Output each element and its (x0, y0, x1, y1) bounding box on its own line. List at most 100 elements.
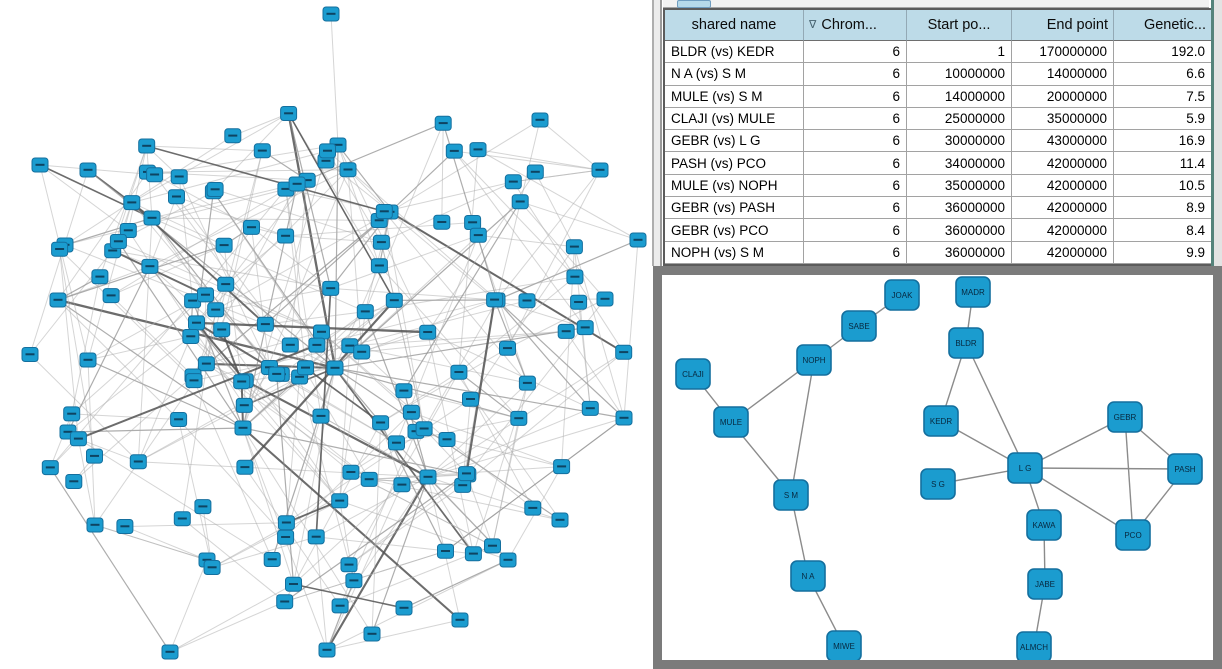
network-node[interactable] (184, 293, 202, 309)
table-cell[interactable]: 42000000 (1012, 219, 1114, 242)
network-edge-NOPH-SM[interactable] (790, 359, 815, 496)
network-node[interactable] (280, 106, 298, 121)
network-node[interactable] (170, 412, 188, 427)
network-node[interactable] (469, 142, 487, 158)
network-node[interactable] (203, 560, 221, 575)
network-node[interactable] (194, 499, 212, 515)
network-node-KEDR[interactable]: KEDR (923, 405, 959, 437)
network-node-MIWE[interactable]: MIWE (826, 630, 862, 660)
column-header-end-point[interactable]: End point (1012, 10, 1114, 41)
scrollbar-thumb[interactable] (677, 0, 711, 8)
network-node[interactable] (69, 431, 87, 447)
network-node[interactable] (415, 421, 433, 437)
network-node[interactable] (511, 194, 529, 210)
network-node[interactable] (504, 174, 522, 190)
network-node[interactable] (21, 347, 39, 362)
network-node-GEBR[interactable]: GEBR (1107, 401, 1143, 433)
network-edge-BLDR-LG[interactable] (965, 342, 1026, 469)
network-node[interactable] (182, 329, 200, 344)
table-cell[interactable]: MULE (vs) S M (665, 85, 804, 108)
network-node[interactable] (419, 324, 437, 340)
network-node[interactable] (268, 366, 286, 382)
network-node[interactable] (161, 644, 179, 660)
network-node[interactable] (206, 182, 224, 197)
table-cell[interactable]: 6 (804, 152, 907, 175)
network-node-SABE[interactable]: SABE (841, 310, 877, 342)
network-node[interactable] (385, 292, 403, 308)
table-cell[interactable]: MULE (vs) NOPH (665, 174, 804, 198)
network-node[interactable] (464, 215, 482, 230)
network-node[interactable] (326, 360, 344, 376)
network-node[interactable] (331, 598, 349, 614)
network-node[interactable] (458, 466, 475, 482)
table-cell[interactable]: 35000000 (907, 174, 1012, 198)
column-header-chrom-[interactable]: ∇ Chrom... (804, 10, 907, 41)
table-cell[interactable]: 42000000 (1012, 152, 1114, 175)
network-node[interactable] (388, 435, 405, 451)
network-node[interactable] (285, 576, 302, 592)
table-cell[interactable]: 5.9 (1114, 107, 1211, 131)
network-node[interactable] (116, 519, 134, 534)
network-node-PASH[interactable]: PASH (1167, 453, 1203, 485)
table-cell[interactable]: 6 (804, 63, 907, 86)
network-node[interactable] (526, 164, 544, 180)
main-network-view[interactable] (0, 0, 655, 669)
table-cell[interactable]: 6 (804, 41, 907, 64)
network-node[interactable] (340, 557, 358, 573)
network-node[interactable] (168, 189, 185, 205)
network-node[interactable] (462, 391, 479, 407)
network-node[interactable] (393, 477, 411, 493)
table-cell[interactable]: GEBR (vs) L G (665, 130, 804, 153)
column-header-genetic-[interactable]: Genetic... (1114, 10, 1211, 41)
network-node[interactable] (235, 397, 253, 413)
table-cell[interactable]: 11.4 (1114, 152, 1211, 175)
table-cell[interactable]: 6 (804, 107, 907, 131)
network-node[interactable] (129, 454, 147, 470)
table-cell[interactable]: GEBR (vs) PASH (665, 197, 804, 220)
column-header-shared-name[interactable]: shared name (665, 10, 804, 41)
network-node[interactable] (486, 292, 504, 308)
network-node-MADR[interactable]: MADR (955, 276, 991, 308)
network-node[interactable] (518, 375, 536, 391)
network-node-KAWA[interactable]: KAWA (1026, 509, 1062, 541)
network-node[interactable] (109, 234, 127, 249)
network-node[interactable] (484, 538, 501, 554)
table-cell[interactable]: 16.9 (1114, 130, 1211, 153)
network-node[interactable] (86, 448, 103, 464)
table-cell[interactable]: 35000000 (1012, 107, 1114, 131)
network-node[interactable] (419, 469, 437, 485)
network-node[interactable] (566, 269, 584, 285)
network-node[interactable] (339, 162, 357, 178)
network-node[interactable] (510, 410, 528, 426)
network-node[interactable] (102, 288, 120, 304)
network-node-NOPH[interactable]: NOPH (796, 344, 832, 376)
network-node[interactable] (565, 239, 583, 255)
network-node[interactable] (308, 337, 326, 353)
network-node[interactable] (170, 169, 188, 185)
network-node-BLDR[interactable]: BLDR (948, 327, 984, 359)
table-cell[interactable]: 20000000 (1012, 85, 1114, 108)
network-node[interactable] (518, 293, 536, 309)
network-node-SM[interactable]: S M (773, 479, 809, 511)
network-node[interactable] (531, 112, 549, 128)
network-node[interactable] (629, 232, 647, 248)
network-node-PCO[interactable]: PCO (1115, 519, 1151, 551)
network-node[interactable] (370, 258, 388, 274)
network-node[interactable] (372, 234, 390, 250)
network-node[interactable] (312, 408, 330, 424)
network-node[interactable] (256, 316, 274, 332)
network-node[interactable] (185, 373, 203, 389)
table-cell[interactable]: 42000000 (1012, 241, 1114, 264)
network-node[interactable] (297, 360, 314, 376)
table-cell[interactable]: 34000000 (907, 152, 1012, 175)
network-edge-LG-PCO[interactable] (1024, 467, 1134, 536)
network-node[interactable] (234, 420, 252, 436)
network-node[interactable] (553, 459, 571, 475)
network-node[interactable] (288, 176, 306, 192)
network-node[interactable] (253, 143, 271, 159)
table-cell[interactable]: 25000000 (907, 107, 1012, 131)
network-node[interactable] (119, 223, 137, 238)
table-cell[interactable]: 7.5 (1114, 85, 1211, 108)
table-cell[interactable]: NOPH (vs) S M (665, 241, 804, 264)
table-cell[interactable]: 42000000 (1012, 197, 1114, 220)
